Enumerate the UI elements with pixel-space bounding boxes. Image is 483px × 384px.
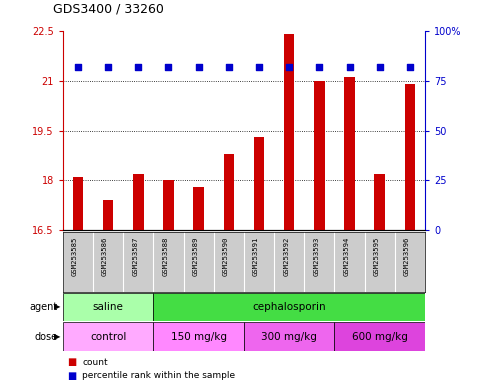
Text: GSM253595: GSM253595 [374, 237, 380, 276]
Text: ■: ■ [68, 371, 77, 381]
Text: GSM253596: GSM253596 [404, 237, 410, 276]
Bar [133, 174, 143, 230]
Text: ▶: ▶ [54, 303, 60, 311]
Point [406, 64, 414, 70]
Bar [103, 200, 114, 230]
Text: percentile rank within the sample: percentile rank within the sample [82, 371, 235, 381]
Bar [193, 187, 204, 230]
Bar [244, 322, 334, 351]
Bar [254, 137, 264, 230]
Point [165, 64, 172, 70]
Text: 300 mg/kg: 300 mg/kg [261, 331, 317, 342]
Bar [405, 84, 415, 230]
Text: dose: dose [35, 331, 58, 342]
Point [315, 64, 323, 70]
Text: GSM253587: GSM253587 [132, 237, 138, 276]
Point [134, 64, 142, 70]
Bar [63, 293, 154, 321]
Point [74, 64, 82, 70]
Text: ▶: ▶ [54, 332, 60, 341]
Text: GSM253594: GSM253594 [343, 237, 350, 276]
Text: saline: saline [93, 302, 124, 312]
Bar [374, 174, 385, 230]
Bar [344, 77, 355, 230]
Text: GDS3400 / 33260: GDS3400 / 33260 [53, 2, 164, 15]
Bar [163, 180, 174, 230]
Bar [154, 322, 244, 351]
Text: control: control [90, 331, 126, 342]
Point [225, 64, 233, 70]
Text: 600 mg/kg: 600 mg/kg [352, 331, 408, 342]
Point [376, 64, 384, 70]
Bar [224, 154, 234, 230]
Text: GSM253590: GSM253590 [223, 237, 229, 276]
Text: count: count [82, 358, 108, 367]
Text: GSM253585: GSM253585 [72, 237, 78, 276]
Bar [284, 34, 295, 230]
Text: cephalosporin: cephalosporin [253, 302, 326, 312]
Text: GSM253591: GSM253591 [253, 237, 259, 276]
Point [346, 64, 354, 70]
Point [285, 64, 293, 70]
Text: GSM253589: GSM253589 [193, 237, 199, 276]
Text: GSM253586: GSM253586 [102, 237, 108, 276]
Text: 150 mg/kg: 150 mg/kg [170, 331, 227, 342]
Point [255, 64, 263, 70]
Bar [72, 177, 83, 230]
Text: ■: ■ [68, 358, 77, 367]
Bar [63, 322, 154, 351]
Text: GSM253588: GSM253588 [162, 237, 169, 276]
Text: GSM253592: GSM253592 [283, 237, 289, 276]
Bar [314, 81, 325, 230]
Bar [154, 293, 425, 321]
Text: GSM253593: GSM253593 [313, 237, 319, 276]
Text: agent: agent [30, 302, 58, 312]
Point [104, 64, 112, 70]
Bar [335, 322, 425, 351]
Point [195, 64, 202, 70]
